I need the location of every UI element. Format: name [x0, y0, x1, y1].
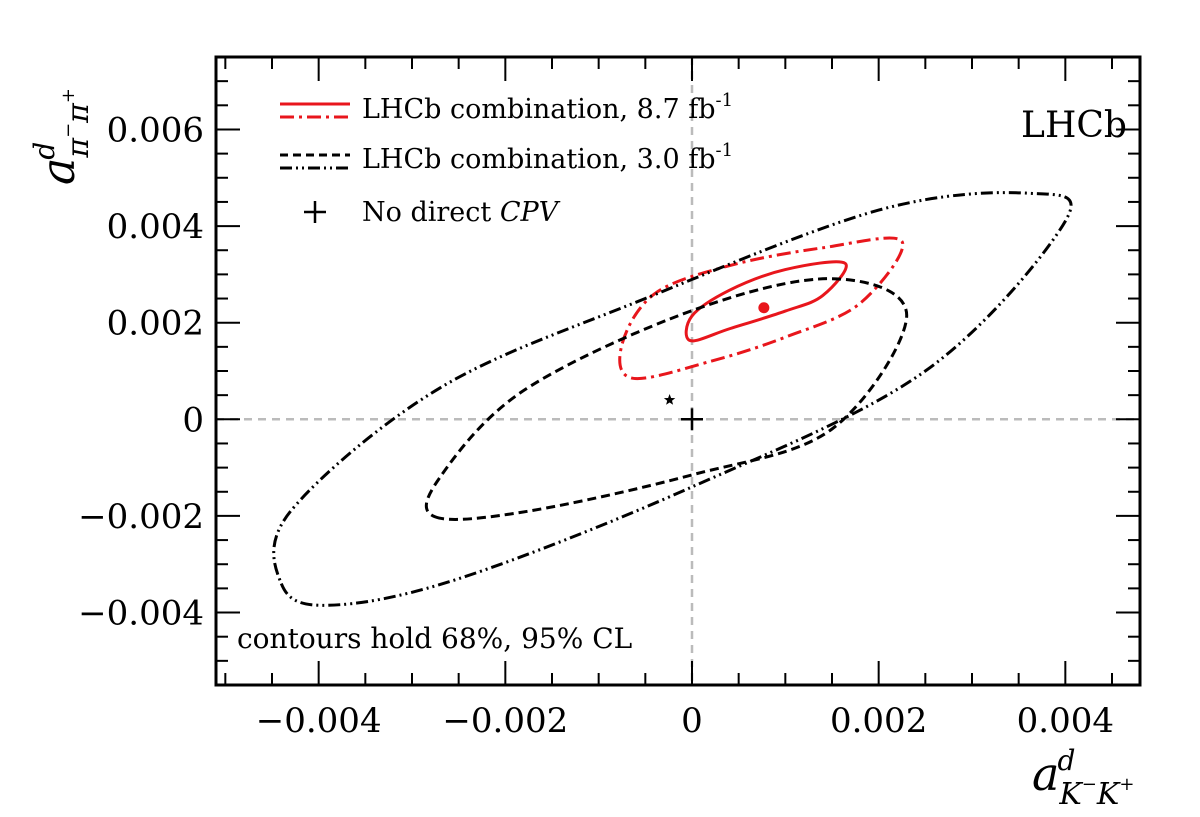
- legend-label-8p7: LHCb combination, 8.7 fb-1: [362, 90, 733, 125]
- y-tick-label: −0.002: [78, 497, 204, 537]
- y-tick-label: 0.006: [107, 110, 204, 150]
- x-tick-labels: −0.004 −0.002 0 0.002 0.004: [256, 701, 1114, 741]
- x-tick-label: 0.002: [830, 701, 927, 741]
- y-tick-labels: −0.004 −0.002 0 0.002 0.004 0.006: [78, 110, 204, 633]
- chart-title: LHCb: [1021, 105, 1127, 146]
- central-value-marker: [758, 302, 770, 314]
- legend-label-3p0: LHCb combination, 3.0 fb-1: [362, 140, 733, 175]
- x-tick-label: −0.002: [442, 701, 568, 741]
- x-tick-label: 0.004: [1017, 701, 1114, 741]
- legend-entry-no-cpv: No direct CPV: [304, 197, 561, 228]
- y-tick-label: 0.004: [107, 207, 204, 247]
- legend: LHCb combination, 8.7 fb-1 LHCb combinat…: [280, 90, 733, 228]
- contour-1: [618, 236, 905, 381]
- star-marker: [663, 394, 676, 405]
- x-axis-label: ad K−K+: [1032, 744, 1134, 812]
- legend-label-no-cpv: No direct CPV: [362, 197, 561, 228]
- y-tick-label: −0.004: [78, 594, 204, 634]
- y-tick-label: 0.002: [107, 304, 204, 344]
- contour-3: [272, 191, 1073, 607]
- legend-entry-8p7: LHCb combination, 8.7 fb-1: [280, 90, 733, 125]
- y-axis-label: adπ−π+: [28, 88, 96, 185]
- y-tick-label: 0: [182, 400, 204, 440]
- markers: [663, 302, 770, 431]
- cl-annotation: contours hold 68%, 95% CL: [237, 622, 632, 655]
- svg-text:adπ−π+: adπ−π+: [28, 88, 96, 185]
- contours: [272, 191, 1073, 607]
- reference-lines: [216, 57, 1140, 685]
- no-cpv-marker: [681, 408, 703, 431]
- legend-entry-3p0: LHCb combination, 3.0 fb-1: [280, 140, 733, 175]
- plus-icon: [304, 201, 326, 223]
- x-tick-label: −0.004: [256, 701, 382, 741]
- contour-2: [424, 277, 909, 521]
- axis-ticks: [216, 56, 1140, 686]
- x-tick-label: 0: [681, 701, 703, 741]
- contour-0: [684, 260, 848, 343]
